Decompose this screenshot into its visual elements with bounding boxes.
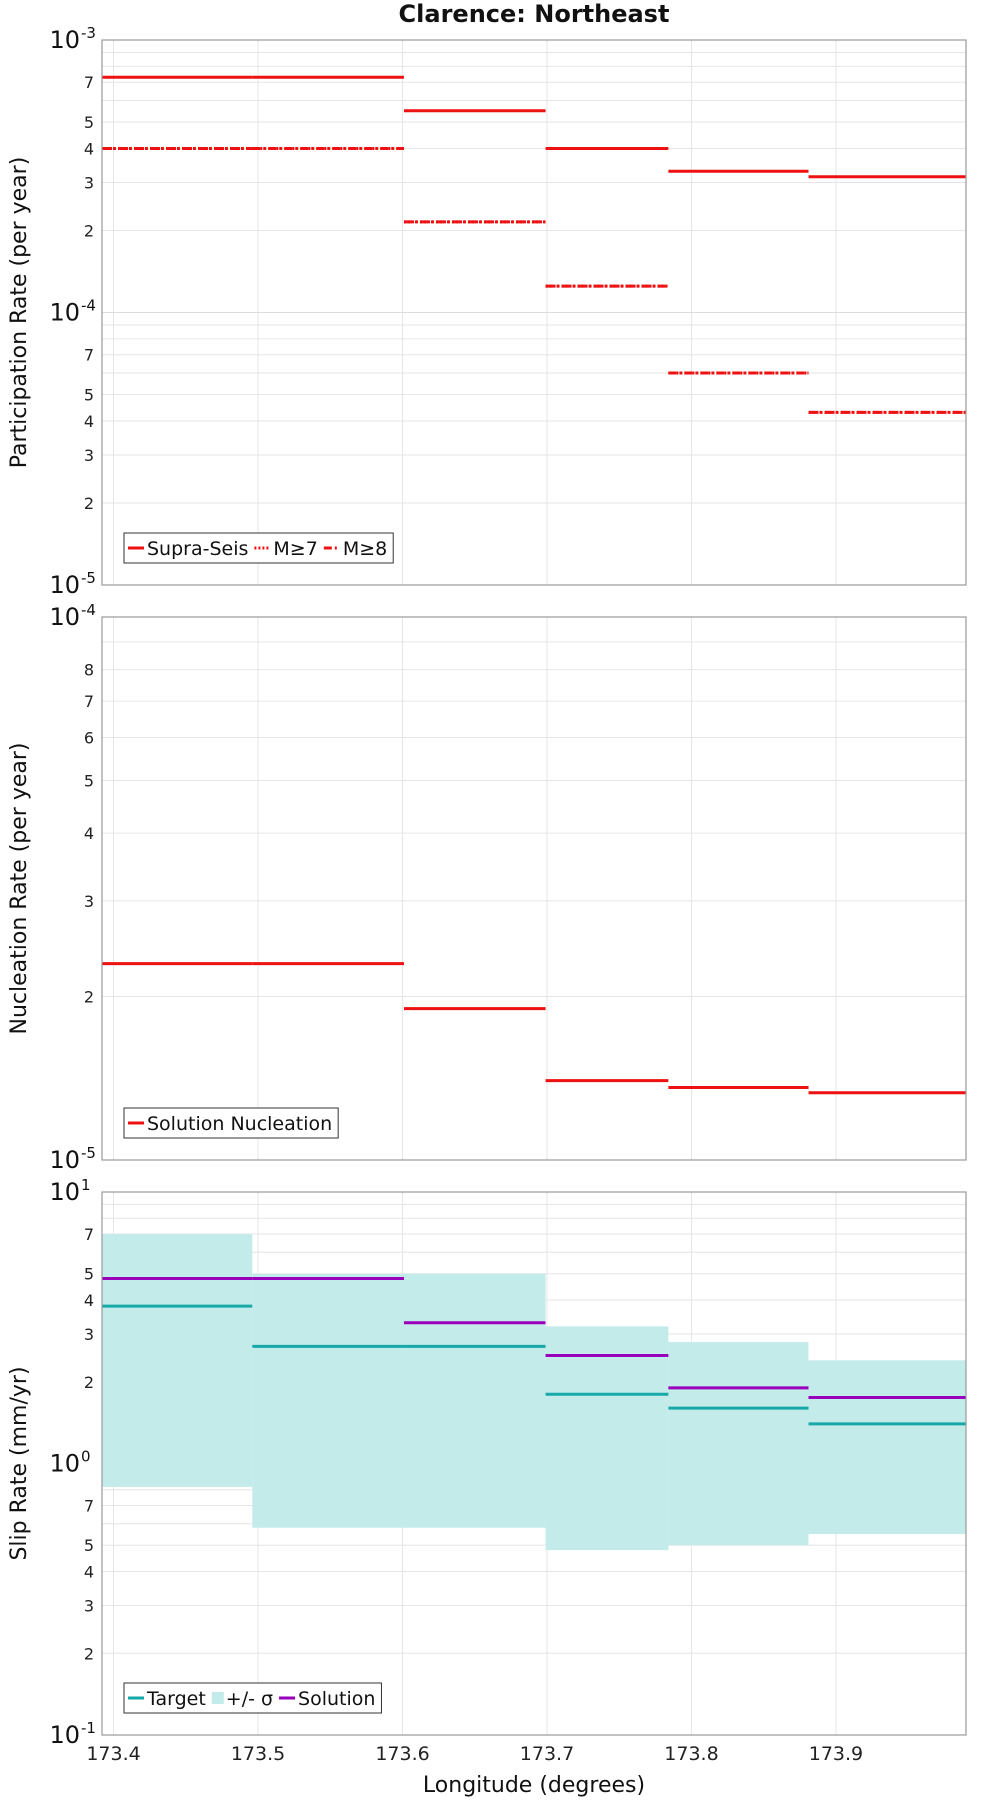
y-tick-label: 3 bbox=[84, 446, 94, 465]
y-tick-label: 4 bbox=[84, 1563, 94, 1582]
x-axis-title: Longitude (degrees) bbox=[423, 1773, 645, 1798]
y-tick-label: 5 bbox=[84, 386, 94, 405]
sigma-band-segment bbox=[545, 1326, 669, 1551]
y-tick-label: 10 bbox=[49, 1450, 80, 1478]
legend: Supra-Seis M≥7 M≥8 bbox=[123, 532, 394, 564]
y-tick-label: 5 bbox=[84, 1265, 94, 1284]
y-tick-label: 4 bbox=[84, 139, 94, 158]
y-tick-label: 5 bbox=[84, 113, 94, 132]
y-tick-label: 7 bbox=[84, 73, 94, 92]
y-tick-label: 8 bbox=[84, 661, 94, 680]
y-tick-label: 3 bbox=[84, 1325, 94, 1344]
y-tick-exponent: 1 bbox=[81, 1176, 91, 1194]
sigma-band-segment bbox=[808, 1360, 966, 1534]
x-tick-label: 173.4 bbox=[86, 1743, 140, 1765]
legend-label: +/- σ bbox=[226, 1688, 273, 1710]
y-tick-label: 3 bbox=[84, 173, 94, 192]
x-tick-label: 173.7 bbox=[520, 1743, 574, 1765]
legend-label: Target bbox=[146, 1688, 206, 1710]
y-tick-exponent: -3 bbox=[81, 24, 96, 42]
y-tick-label: 7 bbox=[84, 1225, 94, 1244]
y-tick-label: 10 bbox=[49, 299, 80, 327]
y-tick-label: 4 bbox=[84, 412, 94, 431]
y-tick-exponent: 0 bbox=[81, 1448, 91, 1466]
y-tick-label: 4 bbox=[84, 824, 94, 843]
legend-label: Solution Nucleation bbox=[147, 1113, 332, 1135]
legend-box bbox=[123, 1682, 382, 1714]
y-tick-label: 3 bbox=[84, 892, 94, 911]
y-tick-label: 4 bbox=[84, 1291, 94, 1310]
y-tick-label: 7 bbox=[84, 1497, 94, 1516]
y-tick-label: 5 bbox=[84, 771, 94, 790]
chart-title: Clarence: Northeast bbox=[399, 0, 670, 28]
y-tick-label: 7 bbox=[84, 692, 94, 711]
legend-label: Solution bbox=[298, 1688, 375, 1710]
y-tick-label: 2 bbox=[84, 221, 94, 240]
sigma-band-segment bbox=[102, 1234, 253, 1487]
y-tick-label: 2 bbox=[84, 494, 94, 513]
x-tick-label: 173.9 bbox=[809, 1743, 863, 1765]
y-tick-label: 5 bbox=[84, 1536, 94, 1555]
y-axis-title: Participation Rate (per year) bbox=[7, 157, 32, 469]
y-tick-label: 10 bbox=[49, 1178, 80, 1206]
legend: Target +/- σ Solution bbox=[123, 1682, 382, 1714]
y-tick-label: 10 bbox=[49, 1146, 80, 1174]
y-tick-label: 10 bbox=[49, 26, 80, 54]
y-tick-label: 2 bbox=[84, 1644, 94, 1663]
legend: Solution Nucleation bbox=[123, 1107, 339, 1139]
y-tick-exponent: -5 bbox=[81, 1144, 96, 1162]
legend-swatch bbox=[211, 1692, 224, 1704]
y-tick-label: 10 bbox=[49, 603, 80, 631]
sigma-band-segment bbox=[252, 1273, 546, 1528]
x-tick-label: 173.8 bbox=[664, 1743, 718, 1765]
y-tick-exponent: -4 bbox=[81, 297, 96, 315]
y-tick-exponent: -4 bbox=[81, 601, 96, 619]
y-tick-label: 2 bbox=[84, 1373, 94, 1392]
plot-frame bbox=[101, 616, 967, 1161]
y-tick-label: 7 bbox=[84, 346, 94, 365]
legend-label: M≥8 bbox=[343, 538, 387, 560]
y-axis-title: Slip Rate (mm/yr) bbox=[7, 1366, 32, 1560]
y-tick-label: 6 bbox=[84, 728, 94, 747]
x-tick-label: 173.5 bbox=[231, 1743, 285, 1765]
plot-area bbox=[102, 617, 966, 1160]
y-tick-exponent: -5 bbox=[81, 569, 96, 587]
legend-label: M≥7 bbox=[273, 538, 317, 560]
legend-label: Supra-Seis bbox=[147, 538, 248, 560]
y-axis-title: Nucleation Rate (per year) bbox=[7, 743, 32, 1035]
y-tick-label: 2 bbox=[84, 988, 94, 1007]
y-tick-label: 10 bbox=[49, 1721, 80, 1749]
plot-frame bbox=[101, 39, 967, 586]
y-tick-label: 3 bbox=[84, 1596, 94, 1615]
plot-frame bbox=[101, 1191, 967, 1736]
sigma-band-segment bbox=[668, 1342, 809, 1546]
x-tick-label: 173.6 bbox=[375, 1743, 429, 1765]
y-tick-label: 10 bbox=[49, 571, 80, 599]
y-tick-exponent: -1 bbox=[81, 1719, 96, 1737]
legend-box bbox=[123, 1107, 339, 1139]
